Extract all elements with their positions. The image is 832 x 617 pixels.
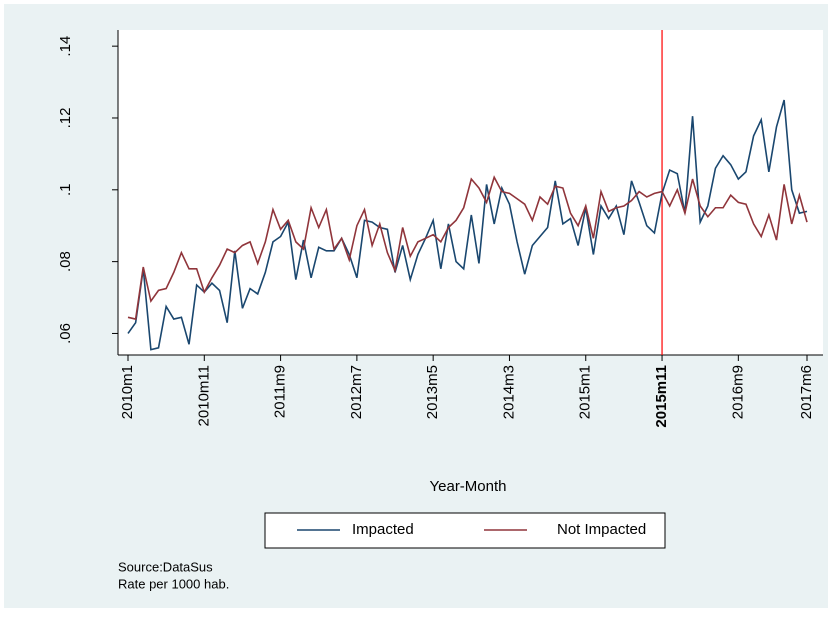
x-tick-label: 2012m7	[348, 365, 365, 419]
x-tick-label: 2017m6	[798, 365, 815, 419]
y-tick-label: .14	[57, 36, 74, 57]
x-tick-label: 2015m11	[653, 365, 670, 428]
legend-label: Impacted	[352, 521, 414, 538]
x-tick-label: 2015m1	[577, 365, 594, 419]
note: Source:DataSus	[118, 559, 213, 574]
note: Rate per 1000 hab.	[118, 576, 229, 591]
x-tick-label: 2016m9	[729, 365, 746, 419]
x-tick-label: 2010m11	[195, 365, 212, 426]
line-series	[127, 175, 808, 321]
x-tick-label: 2014m3	[500, 365, 517, 419]
x-tick-label: 2010m1	[119, 365, 136, 419]
x-tick-label: 2011m9	[272, 365, 289, 418]
y-tick-label: .06	[57, 323, 74, 344]
plot-area	[118, 30, 823, 355]
line-series	[127, 99, 808, 351]
x-axis-title: Year-Month	[430, 478, 507, 495]
y-tick-label: .1	[57, 184, 74, 197]
y-tick-label: .12	[57, 108, 74, 129]
x-tick-label: 2013m5	[424, 365, 441, 419]
y-tick-label: .08	[57, 251, 74, 272]
legend-label: Not Impacted	[557, 521, 646, 538]
